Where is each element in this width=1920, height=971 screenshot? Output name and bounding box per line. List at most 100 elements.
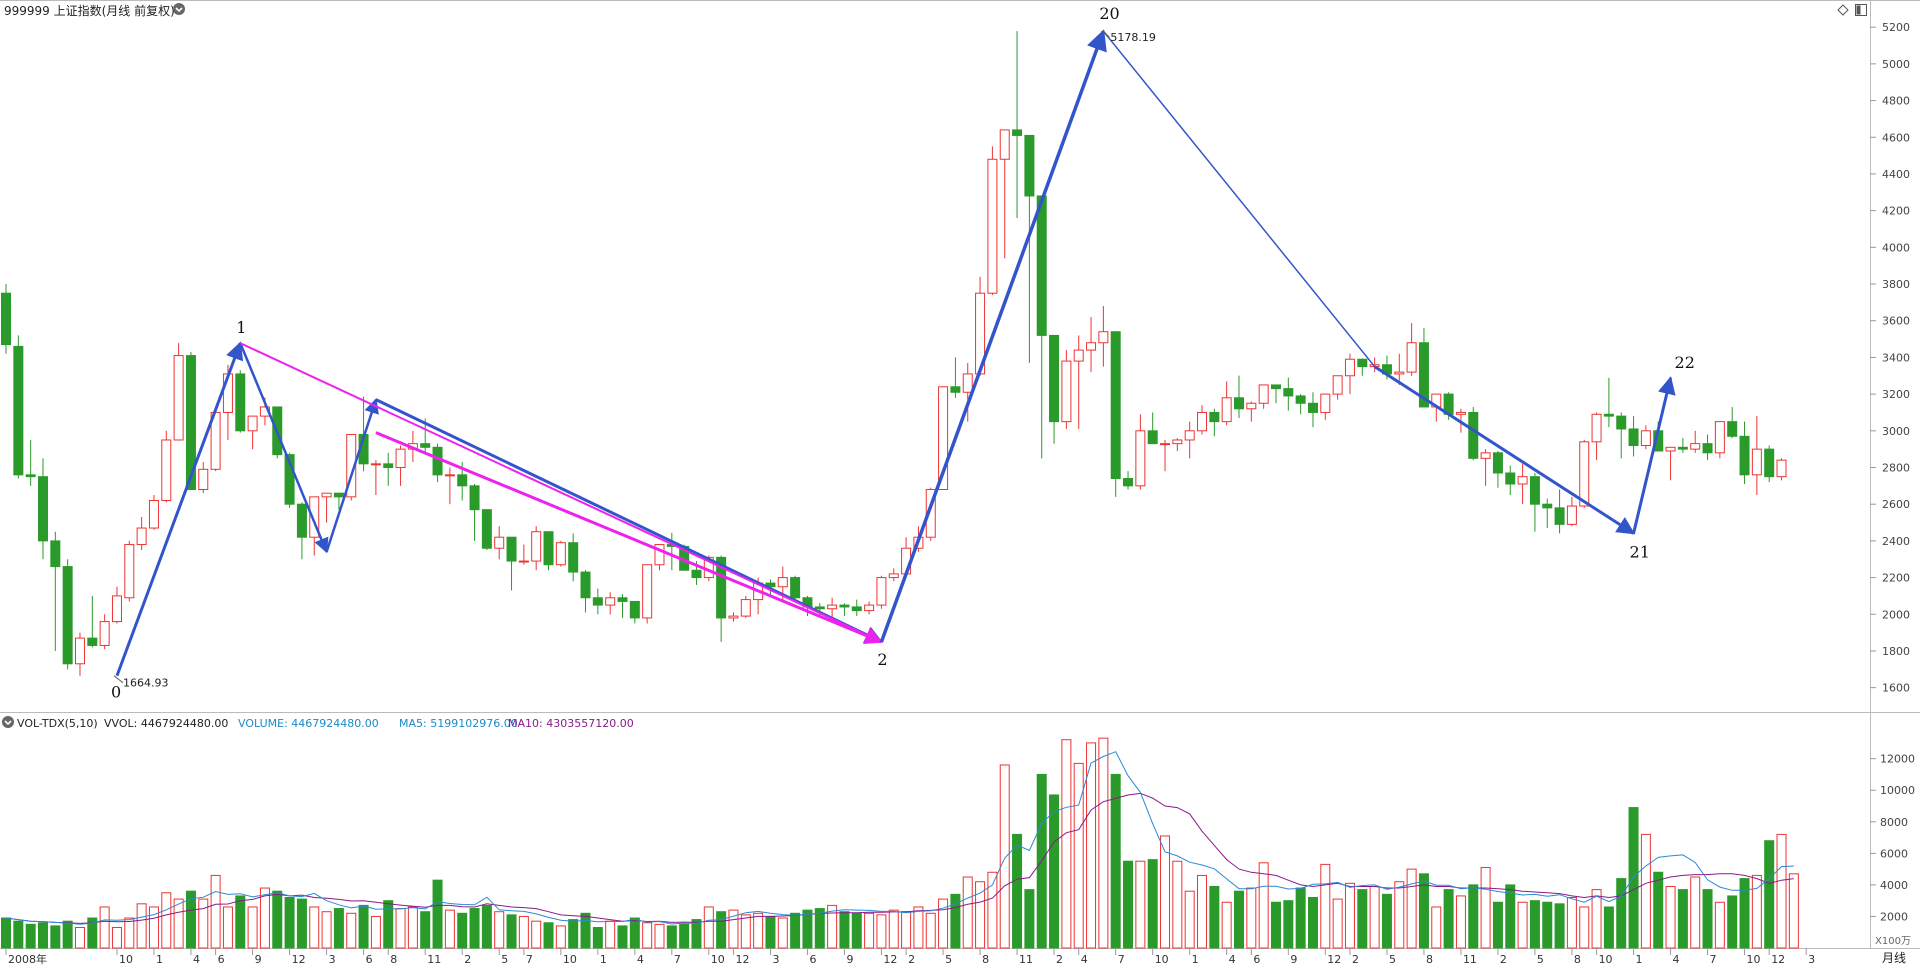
high-price-label: 5178.19 [1110,31,1156,44]
time-tick-label: 4 [637,953,644,966]
price-tick-label: 5200 [1882,21,1910,34]
candle-up [1073,349,1084,362]
volume-bar-up [876,914,887,949]
candle-down [1702,443,1713,454]
wave-21-22-arrow [1632,376,1676,534]
candle-up [1714,421,1725,454]
volume-bar-up [259,887,270,949]
candle-down [296,503,307,538]
wave-20-21-arrow [1373,365,1636,535]
period-label[interactable]: 月线 [1882,951,1906,965]
wave-1-a-arrow [239,342,329,554]
candle-down [1542,503,1553,509]
volume-bar-down [1653,871,1664,949]
volume-unit-label: X100万 [1875,936,1911,947]
volume-bar-up [1197,874,1208,949]
volume-bar-up [321,911,332,949]
time-tick-label: 12 [735,953,749,966]
candle-down [629,600,640,619]
volume-bar-up [740,914,751,949]
volume-bar-down [1492,901,1503,949]
title-collapse-icon[interactable] [173,3,185,15]
volume-bar-down [87,917,98,949]
volume-bar-down [432,879,443,949]
candle-down [1357,358,1368,368]
candle-up [370,463,381,466]
volume-bar-down [1739,878,1750,949]
volume-bar-up [1135,860,1146,949]
candle-up [1751,448,1762,476]
volume-bar-down [568,919,579,949]
volume-bar-down [1049,794,1060,949]
volume-bar-up [346,912,357,949]
candle-down [580,571,591,599]
time-tick-label: 12 [292,953,306,966]
volume-collapse-icon[interactable] [2,716,14,728]
volume-bar-up [1455,895,1466,949]
candle-up [1665,446,1676,452]
volume-bar-down [950,893,961,949]
volume-bar-down [1616,878,1627,949]
time-tick-label: 7 [1710,953,1717,966]
volume-bar-up [370,915,381,949]
candle-down [420,443,431,448]
candle-up [827,604,838,610]
candle-up [642,564,653,619]
price-tick-label: 4200 [1882,205,1910,218]
candle-up [962,373,973,393]
price-tick-label: 4000 [1882,241,1910,254]
time-tick-label: 8 [390,953,397,966]
volume-bar-up [888,909,899,949]
volume-bar-up [407,906,418,949]
wave-b-2-arrow [375,398,884,644]
candle-up [925,489,936,538]
candle-up [111,595,122,623]
price-tick-label: 2800 [1882,461,1910,474]
candle-down [457,474,468,487]
volume-bar-up [1098,737,1109,949]
time-tick-label: 10 [1155,953,1169,966]
candle-up [74,637,85,665]
volume-bar-down [457,912,468,949]
volume-bar-up [1431,906,1442,949]
volume-tick-label: 10000 [1880,784,1915,797]
panel-toggle-icon[interactable] [1855,4,1867,16]
time-tick-label: 7 [674,953,681,966]
candle-down [235,373,246,432]
volume-bar-up [642,922,653,949]
candle-up [518,560,529,563]
chart-title: 999999 上证指数(月线 前复权) [4,3,175,18]
ma5-line [5,751,1794,925]
time-tick-label: 6 [1253,953,1260,966]
price-tick-label: 4800 [1882,95,1910,108]
volume-bar-down [1234,890,1244,949]
time-tick-label: 5 [945,953,952,966]
time-tick-label: 1 [600,953,607,966]
wave-20-21-line [1102,30,1376,368]
candle-down [691,569,702,579]
candle-up [888,573,899,579]
candle-up [555,542,566,566]
volume-bar-up [999,764,1010,949]
volume-bar-up [161,892,172,949]
candle-down [1677,446,1688,450]
price-panel-header: 999999 上证指数(月线 前复权) [4,3,1867,18]
volume-bar-up [1061,739,1072,949]
candle-down [1739,435,1750,476]
candle-up [1344,358,1355,377]
volume-bar-up [136,903,147,949]
volume-bar-up [1579,906,1590,949]
volume-bar-down [543,922,554,949]
volume-bar-up [1221,901,1232,949]
candle-up [1394,371,1405,375]
candle-up [938,386,949,491]
diamond-icon[interactable] [1837,4,1849,16]
time-tick-label: 4 [193,953,200,966]
volume-readout: VOLUME: 4467924480.00 [238,717,379,730]
volume-bar-up [1394,881,1405,949]
time-tick-label: 2008年 [8,952,47,966]
candle-down [851,606,862,612]
volume-bar-down [50,925,61,949]
volume-bar-down [802,909,813,949]
candle-down [506,536,517,562]
